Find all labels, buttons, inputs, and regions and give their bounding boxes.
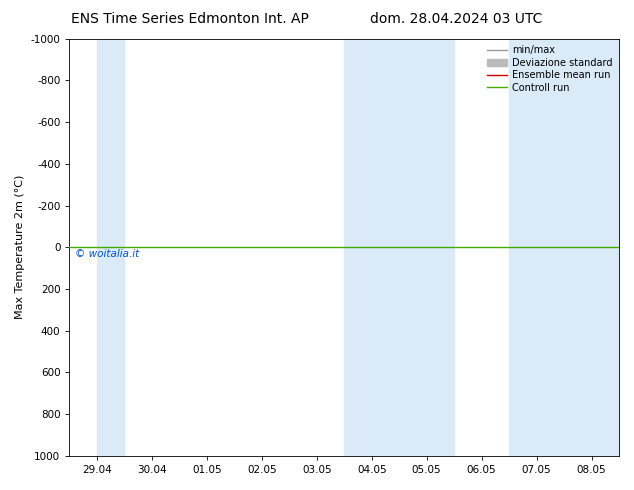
Text: © woitalia.it: © woitalia.it xyxy=(75,249,139,259)
Legend: min/max, Deviazione standard, Ensemble mean run, Controll run: min/max, Deviazione standard, Ensemble m… xyxy=(486,44,614,95)
Text: ENS Time Series Edmonton Int. AP: ENS Time Series Edmonton Int. AP xyxy=(71,12,309,26)
Bar xyxy=(97,39,124,456)
Bar xyxy=(344,39,454,456)
Text: dom. 28.04.2024 03 UTC: dom. 28.04.2024 03 UTC xyxy=(370,12,543,26)
Bar xyxy=(509,39,619,456)
Y-axis label: Max Temperature 2m (°C): Max Temperature 2m (°C) xyxy=(15,175,25,319)
